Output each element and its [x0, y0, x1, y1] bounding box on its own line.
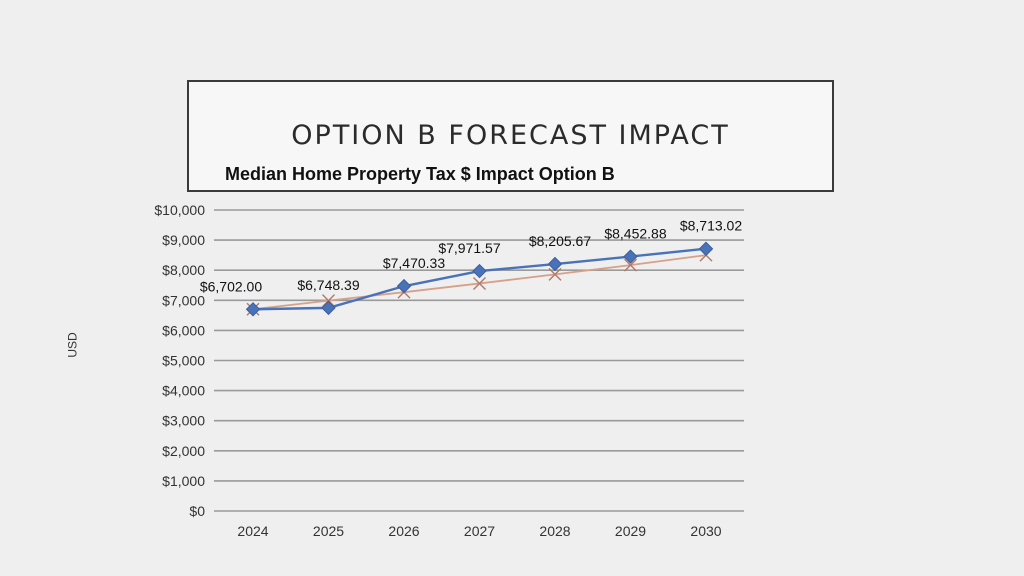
- x-tick-label: 2029: [615, 523, 646, 539]
- data-label: $8,713.02: [680, 218, 742, 234]
- y-tick-label: $5,000: [162, 353, 205, 369]
- x-tick-label: 2028: [539, 523, 570, 539]
- data-label: $6,702.00: [200, 278, 262, 294]
- data-point: [624, 258, 637, 272]
- data-point: [698, 241, 714, 256]
- data-point: [547, 256, 563, 272]
- data-point: [548, 267, 562, 281]
- data-point: [245, 302, 261, 317]
- data-label: $6,748.39: [297, 277, 359, 293]
- y-tick-label: $7,000: [162, 292, 205, 308]
- data-label: $8,205.67: [529, 233, 591, 249]
- y-tick-label: $3,000: [162, 413, 205, 429]
- data-point: [322, 294, 335, 308]
- data-point: [321, 300, 336, 316]
- data-point: [472, 263, 487, 279]
- y-tick-label: $8,000: [162, 262, 205, 278]
- y-tick-label: $9,000: [162, 232, 205, 248]
- x-tick-label: 2030: [690, 523, 721, 539]
- series-layer: [245, 241, 714, 317]
- data-label: $7,971.57: [438, 240, 500, 256]
- y-tick-label: $10,000: [154, 202, 205, 218]
- x-tick-label: 2027: [464, 523, 495, 539]
- y-tick-labels: $0 $1,000 $2,000 $3,000 $4,000 $5,000 $6,000 $7…: [154, 202, 205, 519]
- data-point: [396, 278, 412, 294]
- data-point: [473, 276, 486, 290]
- y-tick-label: $6,000: [162, 322, 205, 338]
- data-label: $8,452.88: [604, 226, 666, 242]
- data-point: [623, 249, 638, 264]
- chart-title: Median Home Property Tax $ Impact Option…: [225, 164, 615, 184]
- data-label: $7,470.33: [383, 255, 445, 271]
- slide-title: OPTION B FORECAST IMPACT: [291, 120, 730, 151]
- data-labels: $6,702.00 $6,748.39 $7,470.33$7,971.57 $8,2…: [200, 218, 742, 295]
- x-tick-label: 2025: [313, 523, 344, 539]
- y-tick-label: $4,000: [162, 383, 205, 399]
- x-tick-labels: 2024 2025 2026 2027 2028 2029 2030: [237, 523, 721, 539]
- x-tick-label: 2024: [237, 523, 268, 539]
- y-tick-label: $0: [189, 503, 205, 519]
- y-tick-label: $2,000: [162, 443, 205, 459]
- y-tick-label: $1,000: [162, 473, 205, 489]
- title-box: OPTION B FORECAST IMPACT Median Home Pro…: [187, 80, 834, 192]
- x-tick-label: 2026: [388, 523, 419, 539]
